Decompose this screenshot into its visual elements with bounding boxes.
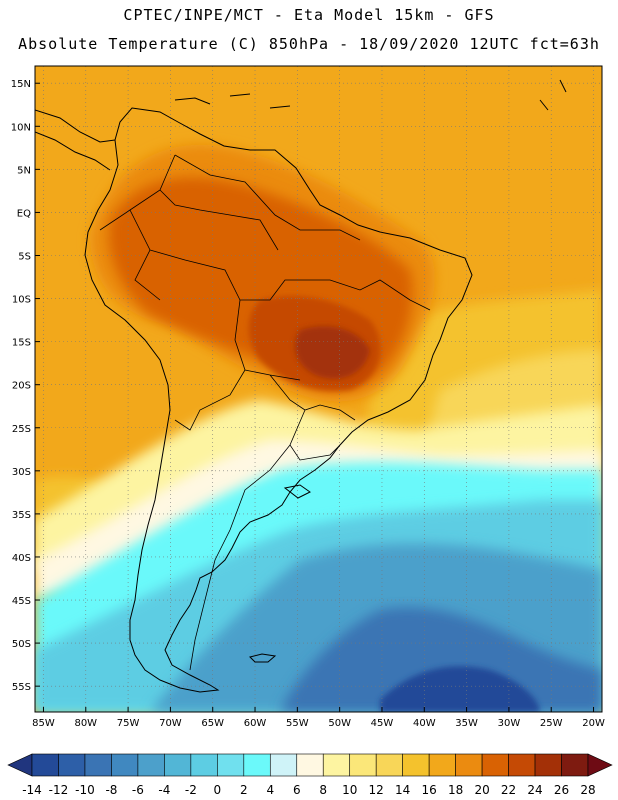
- colorbar-label: 10: [342, 783, 357, 797]
- lat-tick-label: 35S: [12, 510, 31, 521]
- lon-tick-label: 80W: [74, 718, 97, 729]
- lon-tick-label: 75W: [117, 718, 140, 729]
- central-america-coastline: [35, 109, 116, 171]
- colorbar-label: 2: [240, 783, 248, 797]
- colorbar-swatch: [84, 753, 112, 777]
- lat-tick-label: 10S: [12, 295, 31, 306]
- colorbar-swatch: [561, 753, 589, 777]
- colorbar-label: 4: [266, 783, 274, 797]
- lon-tick-label: 85W: [32, 718, 55, 729]
- colorbar-swatch: [269, 753, 298, 777]
- colorbar-swatch: [428, 753, 456, 777]
- colorbar-label: -2: [185, 783, 197, 797]
- colorbar-swatch: [190, 753, 218, 777]
- lon-tick-label: 45W: [371, 718, 394, 729]
- colorbar-swatch: [31, 753, 59, 777]
- colorbar-swatch: [111, 753, 139, 777]
- colorbar-swatch: [481, 753, 509, 777]
- colorbar-label: 18: [448, 783, 463, 797]
- lat-tick-label: 45S: [12, 596, 31, 607]
- dark-blue-region: [280, 607, 602, 712]
- colorbar-label: 28: [580, 783, 595, 797]
- colorbar-label: -14: [22, 783, 42, 797]
- colorbar-label: -4: [158, 783, 170, 797]
- colorbar-swatch: [164, 753, 192, 777]
- colorbar-label: 22: [501, 783, 516, 797]
- map-title: CPTEC/INPE/MCT - Eta Model 15km - GFS: [123, 6, 495, 24]
- hottest-core: [295, 326, 370, 379]
- lon-tick-label: 20W: [582, 718, 605, 729]
- map-subtitle: Absolute Temperature (C) 850hPa - 18/09/…: [18, 35, 600, 53]
- colorbar-label: -6: [132, 783, 144, 797]
- lon-tick-label: 70W: [159, 718, 182, 729]
- colorbar-label: 6: [293, 783, 301, 797]
- lat-tick-label: 15N: [11, 79, 31, 90]
- colorbar-swatch: [349, 753, 377, 777]
- colorbar-swatch: [217, 753, 245, 777]
- colorbar-swatch: [58, 753, 86, 777]
- lat-lon-grid: [35, 66, 602, 712]
- lat-tick-label: EQ: [17, 208, 31, 219]
- colorbar-swatch: [322, 753, 351, 777]
- temperature-field: [35, 66, 602, 712]
- colorbar-swatch: [534, 753, 562, 777]
- colorbar-label: 20: [474, 783, 489, 797]
- lat-tick-label: 20S: [12, 381, 31, 392]
- lat-tick-label: 40S: [12, 553, 31, 564]
- colorbar-label: 12: [369, 783, 384, 797]
- colorbar-swatch: [455, 753, 483, 777]
- latitude-ticks: 15N 10N 5N EQ 5S 10S 15S 20S 25S 30S 35S 40S 45S 50S 5…: [11, 79, 40, 693]
- colorbar-swatch: [402, 753, 430, 777]
- colorbar-label: 0: [214, 783, 222, 797]
- lon-tick-label: 60W: [244, 718, 267, 729]
- lat-tick-label: 25S: [12, 424, 31, 435]
- colorbar: -14 -12 -10 -8 -6 -4 -2 0 2 4 6 8 10 12 14 16 18 20 22 24 26…: [7, 753, 613, 797]
- colorbar-swatch: [296, 753, 324, 777]
- deepest-cold-core: [380, 666, 540, 712]
- colorbar-label: 14: [395, 783, 410, 797]
- lon-tick-label: 40W: [413, 718, 436, 729]
- lat-tick-label: 50S: [12, 639, 31, 650]
- lat-tick-label: 10N: [11, 122, 31, 133]
- lat-tick-label: 55S: [12, 682, 31, 693]
- country-borders: [99, 154, 431, 671]
- lat-tick-label: 5S: [18, 251, 31, 262]
- falkland-islands: [249, 653, 277, 663]
- colorbar-label: -10: [75, 783, 95, 797]
- colorbar-swatch: [375, 753, 403, 777]
- colorbar-label: -8: [105, 783, 117, 797]
- coastlines-borders: [35, 79, 567, 693]
- lagoon-outline: [283, 484, 311, 499]
- lat-tick-label: 15S: [12, 338, 31, 349]
- lon-tick-label: 65W: [201, 718, 224, 729]
- colorbar-swatch: [243, 753, 271, 777]
- colorbar-max-triangle: [587, 753, 613, 777]
- lon-tick-label: 50W: [328, 718, 351, 729]
- lon-tick-label: 35W: [455, 718, 478, 729]
- colorbar-label: -12: [49, 783, 69, 797]
- caribbean-islands: [174, 79, 567, 111]
- map-frame: [34, 65, 603, 713]
- colorbar-swatch: [137, 753, 165, 777]
- lon-tick-label: 30W: [498, 718, 521, 729]
- colorbar-label: 26: [554, 783, 569, 797]
- lon-tick-label: 55W: [286, 718, 309, 729]
- colorbar-label: 16: [422, 783, 437, 797]
- lat-tick-label: 30S: [12, 467, 31, 478]
- colorbar-swatch: [508, 753, 536, 777]
- lon-tick-label: 25W: [540, 718, 563, 729]
- south-america-coastline: [84, 107, 473, 693]
- lat-tick-label: 5N: [17, 165, 31, 176]
- colorbar-label: 24: [527, 783, 542, 797]
- colorbar-label: 8: [319, 783, 327, 797]
- longitude-ticks: 85W 80W 75W 70W 65W 60W 55W 50W 45W 40W 35W 30W 25W 2…: [32, 707, 605, 729]
- colorbar-min-triangle: [7, 753, 33, 777]
